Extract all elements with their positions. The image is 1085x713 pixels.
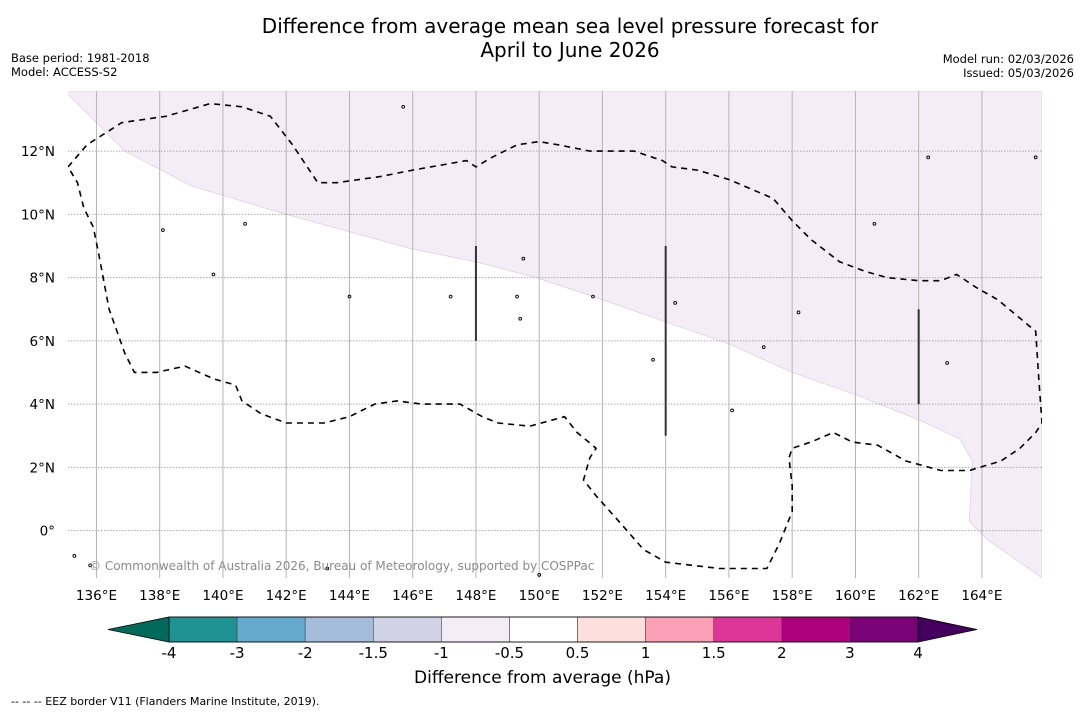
- longitude-tick-label: 144°E: [329, 588, 370, 604]
- latitude-tick-label: 8°N: [30, 271, 55, 287]
- longitude-tick-label: 164°E: [961, 588, 1002, 604]
- island-outline: [945, 361, 949, 365]
- island-outline: [796, 310, 801, 315]
- colorbar-tick-label: -1: [434, 644, 449, 662]
- base-period: Base period: 1981-2018: [11, 51, 150, 65]
- latitude-tick-label: 0°: [40, 524, 55, 540]
- meta-left: Base period: 1981-2018 Model: ACCESS-S2: [11, 51, 150, 79]
- island-outline: [761, 345, 766, 349]
- coastlines: [72, 104, 1038, 577]
- island-outline: [673, 301, 678, 305]
- colorbar-bin: [509, 616, 578, 643]
- longitude-tick-label: 146°E: [392, 588, 433, 604]
- model-name: Model: ACCESS-S2: [11, 65, 118, 79]
- colorbar: -4 -3 -2 -1.5 -1 -0.5 0.5 1 1.5 2 3 4: [107, 616, 978, 662]
- island-outline: [211, 272, 216, 277]
- island-outline: [537, 572, 542, 577]
- colorbar-tick-label: -1.5: [359, 644, 388, 662]
- colorbar-tick-label: 1.5: [702, 644, 726, 662]
- longitude-tick-label: 158°E: [772, 588, 813, 604]
- island-outline: [730, 408, 734, 413]
- island-outline: [72, 554, 77, 558]
- latitude-tick-label: 4°N: [30, 397, 55, 413]
- island-outline: [518, 316, 523, 321]
- graticule: [68, 91, 1042, 578]
- shaded-anomaly-layer: [68, 91, 1042, 578]
- colorbar-bin: [781, 616, 851, 643]
- longitude-tick-label: 154°E: [645, 588, 686, 604]
- colorbar-bin: [645, 616, 715, 643]
- eez-border-line: [68, 102, 1042, 570]
- model-run-date: Model run: 02/03/2026: [942, 52, 1074, 66]
- chart-title: Difference from average mean sea level p…: [0, 14, 1085, 62]
- island-outline: [926, 155, 931, 160]
- title-line-2: April to June 2026: [480, 38, 660, 62]
- colorbar-bin: [236, 616, 306, 643]
- shaded-region-polygon: [68, 91, 1042, 578]
- island-outline: [515, 294, 519, 299]
- colorbar-tick-label: -0.5: [495, 644, 524, 662]
- colorbar-bin: [713, 616, 783, 643]
- colorbar-bin: [441, 616, 510, 643]
- colorbar-bin: [304, 616, 374, 643]
- longitude-tick-label: 150°E: [519, 588, 560, 604]
- colorbar-tick-label: -3: [230, 644, 245, 662]
- longitude-tick-label: 142°E: [266, 588, 307, 604]
- island-outline: [401, 104, 406, 109]
- latitude-tick-label: 6°N: [30, 334, 55, 350]
- colorbar-tick-label: -2: [298, 644, 313, 662]
- colorbar-bin: [372, 616, 442, 643]
- longitude-tick-label: 138°E: [139, 588, 180, 604]
- colorbar-tick-label: 1: [641, 644, 651, 662]
- issued-date: Issued: 05/03/2026: [963, 66, 1074, 80]
- meta-right: Model run: 02/03/2026 Issued: 05/03/2026: [943, 52, 1074, 80]
- island-outline: [1033, 155, 1038, 160]
- longitude-tick-label: 148°E: [455, 588, 496, 604]
- latitude-tick-label: 12°N: [21, 144, 55, 160]
- longitude-tick-label: 160°E: [835, 588, 876, 604]
- latitude-tick-labels: 0° 2°N 4°N 6°N 8°N 10°N 12°N: [21, 144, 55, 539]
- longitude-tick-labels: 136°E 138°E 140°E 142°E 144°E 146°E 148°E 150°E…: [76, 588, 1003, 604]
- colorbar-label: Difference from average (hPa): [414, 668, 671, 688]
- colorbar-outline: [168, 616, 919, 643]
- title-line-1: Difference from average mean sea level p…: [261, 14, 879, 38]
- meridian-lines: [474, 245, 920, 436]
- island-outline: [325, 566, 330, 571]
- latitude-tick-label: 2°N: [30, 460, 55, 476]
- longitude-tick-label: 140°E: [202, 588, 243, 604]
- colorbar-tick-label: 4: [913, 644, 923, 662]
- island-outline: [161, 228, 165, 232]
- latitude-tick-label: 10°N: [21, 207, 55, 223]
- colorbar-over-arrow: [917, 616, 978, 643]
- copyright-notice: © Commonwealth of Australia 2026, Bureau…: [89, 559, 594, 573]
- colorbar-under-arrow: [107, 616, 170, 643]
- longitude-tick-label: 162°E: [898, 588, 939, 604]
- colorbar-bin: [849, 616, 919, 643]
- colorbar-tick-label: -4: [162, 644, 177, 662]
- island-outline: [448, 294, 453, 299]
- island-outline: [243, 221, 247, 226]
- colorbar-bin: [168, 616, 238, 643]
- eez-border-layer: [68, 102, 1042, 570]
- colorbar-tick-label: 0.5: [566, 644, 590, 662]
- colorbar-bin: [577, 616, 646, 643]
- island-outline: [347, 294, 352, 299]
- longitude-tick-label: 152°E: [582, 588, 623, 604]
- longitude-tick-label: 156°E: [708, 588, 749, 604]
- longitude-tick-label: 136°E: [76, 588, 117, 604]
- island-outline: [872, 221, 877, 226]
- colorbar-tick-label: 3: [845, 644, 855, 662]
- eez-legend-note: -- -- -- EEZ border V11 (Flanders Marine…: [11, 695, 320, 708]
- island-outline: [651, 357, 655, 362]
- colorbar-tick-label: 2: [777, 644, 787, 662]
- island-outline: [88, 563, 92, 568]
- island-outline: [521, 256, 526, 261]
- island-outline: [591, 294, 595, 299]
